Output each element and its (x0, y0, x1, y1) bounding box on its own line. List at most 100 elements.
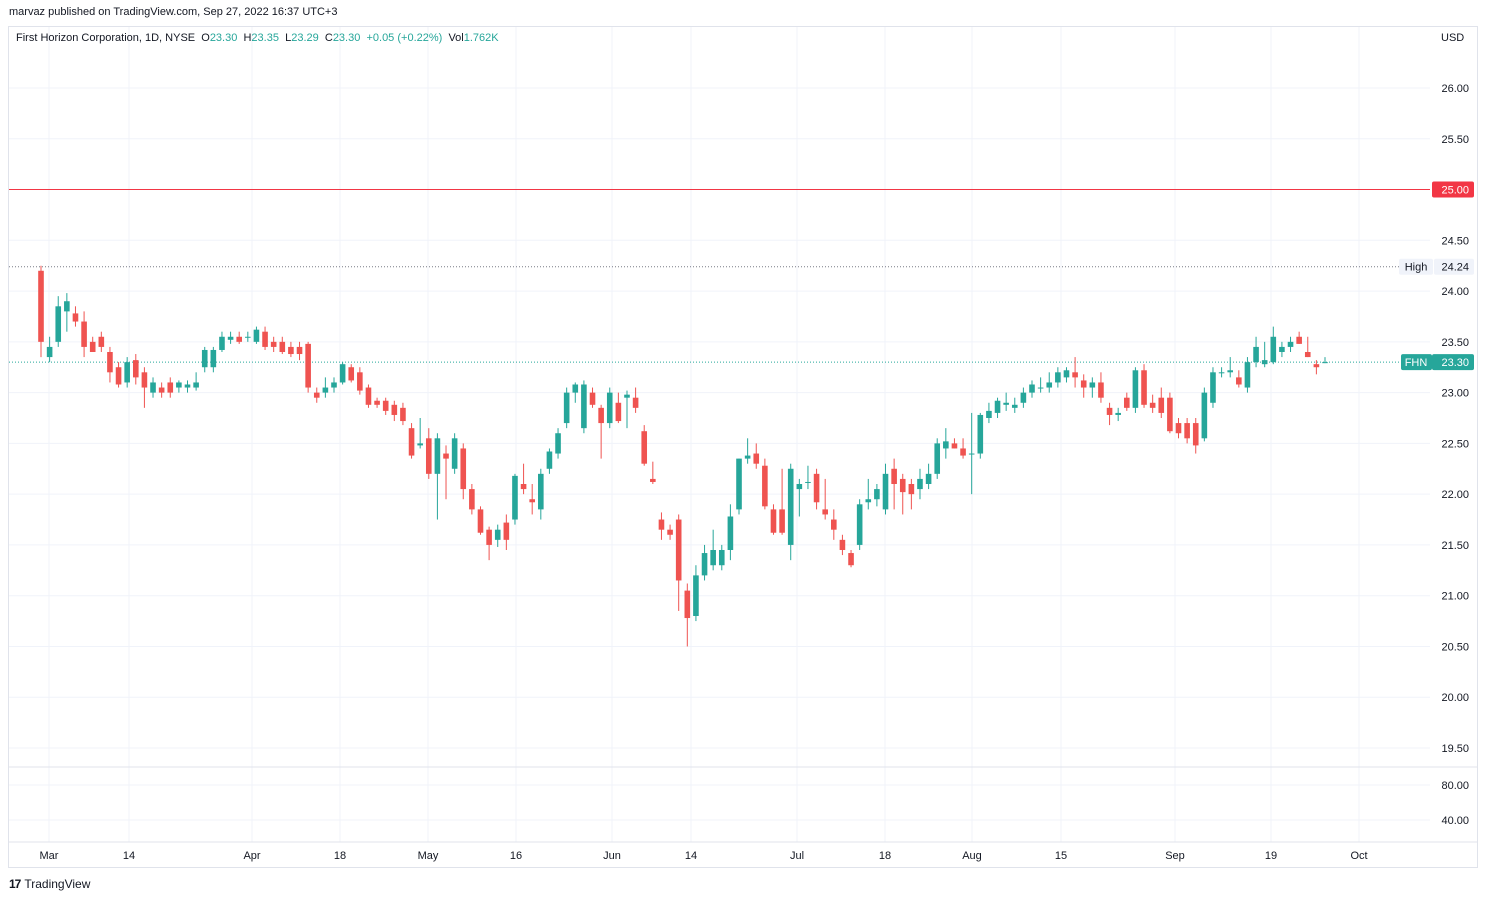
candle[interactable] (296, 341, 303, 361)
candle[interactable] (176, 380, 182, 393)
candle[interactable] (1236, 370, 1242, 388)
candle[interactable] (64, 293, 70, 332)
candle[interactable] (882, 463, 889, 515)
candle[interactable] (831, 509, 837, 540)
candle[interactable] (1304, 336, 1311, 358)
candle[interactable] (1192, 418, 1199, 454)
candle[interactable] (520, 463, 527, 495)
candle[interactable] (693, 565, 699, 622)
candle[interactable] (667, 524, 673, 540)
candle[interactable] (408, 423, 415, 459)
candle[interactable] (425, 428, 432, 479)
candle[interactable] (1020, 387, 1027, 408)
candle[interactable] (1123, 392, 1130, 411)
candle[interactable] (1046, 372, 1053, 393)
candle[interactable] (1322, 357, 1328, 364)
candle[interactable] (1149, 394, 1156, 413)
candle[interactable] (1287, 336, 1294, 352)
candle[interactable] (305, 341, 311, 393)
candle[interactable] (934, 438, 941, 479)
candle[interactable] (1261, 341, 1268, 368)
candle[interactable] (339, 362, 346, 385)
candle[interactable] (1218, 367, 1225, 378)
candle[interactable] (107, 346, 113, 383)
candle[interactable] (736, 458, 742, 515)
candle[interactable] (141, 367, 148, 408)
candle[interactable] (279, 336, 286, 355)
candle[interactable] (1003, 392, 1009, 411)
candle[interactable] (925, 463, 932, 490)
candle[interactable] (546, 448, 553, 474)
candle[interactable] (968, 412, 975, 495)
candle[interactable] (710, 529, 716, 571)
candle[interactable] (1011, 397, 1018, 413)
candle[interactable] (615, 392, 622, 424)
candle[interactable] (46, 336, 53, 363)
candle[interactable] (236, 331, 243, 344)
candle[interactable] (762, 458, 768, 510)
candle[interactable] (632, 387, 639, 413)
candle[interactable] (865, 478, 872, 510)
candle[interactable] (365, 384, 372, 408)
candle[interactable] (98, 331, 105, 352)
candle[interactable] (331, 377, 337, 393)
candle[interactable] (805, 465, 811, 490)
candle[interactable] (1080, 374, 1087, 398)
candle[interactable] (417, 418, 423, 449)
candle[interactable] (1210, 367, 1216, 408)
candle[interactable] (245, 331, 251, 342)
candle[interactable] (1175, 418, 1182, 439)
candle[interactable] (253, 326, 260, 344)
candle[interactable] (598, 404, 604, 459)
candle[interactable] (839, 534, 846, 556)
candle[interactable] (357, 367, 363, 395)
candle[interactable] (382, 397, 389, 415)
candle[interactable] (1253, 336, 1259, 368)
candle[interactable] (822, 478, 828, 520)
candle[interactable] (813, 468, 820, 510)
candle[interactable] (1037, 377, 1044, 393)
candle[interactable] (1106, 402, 1113, 426)
candle[interactable] (1296, 331, 1302, 344)
candle[interactable] (529, 484, 535, 515)
candle[interactable] (1098, 372, 1104, 403)
candle[interactable] (400, 402, 406, 426)
candle[interactable] (1029, 380, 1035, 398)
candle[interactable] (348, 364, 355, 383)
candle[interactable] (891, 458, 897, 510)
candle[interactable] (1132, 367, 1139, 413)
candle[interactable] (219, 331, 225, 352)
candle[interactable] (1184, 418, 1190, 444)
candle[interactable] (443, 445, 449, 500)
candle[interactable] (262, 326, 268, 350)
candle[interactable] (986, 402, 992, 424)
candle[interactable] (72, 306, 79, 327)
candle[interactable] (1279, 341, 1285, 358)
candle[interactable] (115, 362, 122, 388)
candle[interactable] (201, 346, 208, 373)
candle[interactable] (650, 461, 656, 484)
candle[interactable] (167, 377, 174, 398)
candle[interactable] (512, 473, 518, 525)
candle[interactable] (89, 336, 96, 352)
candle[interactable] (322, 377, 329, 398)
candle[interactable] (477, 506, 484, 535)
candle[interactable] (1158, 387, 1165, 418)
candle[interactable] (899, 473, 906, 515)
candle[interactable] (589, 387, 596, 408)
candle[interactable] (951, 438, 958, 449)
candle[interactable] (1227, 357, 1234, 378)
candle[interactable] (469, 484, 475, 515)
candle[interactable] (1055, 367, 1061, 388)
candle[interactable] (288, 341, 294, 358)
candle[interactable] (753, 443, 760, 469)
candle[interactable] (1313, 360, 1320, 375)
candle[interactable] (55, 296, 62, 347)
candle[interactable] (977, 412, 984, 459)
candle[interactable] (658, 512, 665, 540)
candle[interactable] (1141, 364, 1147, 408)
candle[interactable] (1167, 392, 1173, 434)
candle[interactable] (451, 433, 458, 474)
candle[interactable] (994, 397, 1001, 418)
